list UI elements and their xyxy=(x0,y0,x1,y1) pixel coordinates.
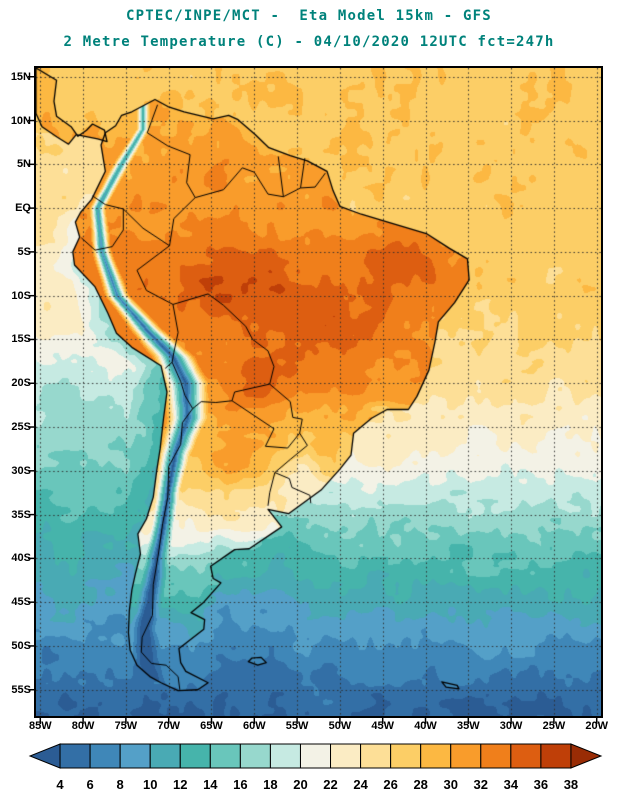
colorbar-tick-label: 12 xyxy=(173,777,187,792)
colorbar-segment xyxy=(330,743,362,769)
colorbar-segment xyxy=(28,743,61,769)
lat-tick-label: 30S xyxy=(11,464,31,477)
colorbar-tick-label: 32 xyxy=(474,777,488,792)
colorbar-segment xyxy=(269,743,301,769)
lon-tick-label: 75W xyxy=(114,720,138,732)
lon-tick-label: 30W xyxy=(499,720,523,732)
lon-tick-label: 25W xyxy=(542,720,566,732)
lat-tick-label: 40S xyxy=(11,552,31,565)
lat-tick-label: EQ xyxy=(15,202,31,215)
lat-tick-label: 10S xyxy=(11,289,31,302)
map-frame xyxy=(34,66,603,718)
page-subtitle: 2 Metre Temperature (C) - 04/10/2020 12U… xyxy=(63,34,555,50)
lat-tick-label: 50S xyxy=(11,639,31,652)
colorbar-tick-label: 4 xyxy=(56,777,64,792)
colorbar-segment xyxy=(179,743,211,769)
colorbar-tick-label: 28 xyxy=(413,777,427,792)
lat-tick-label: 5N xyxy=(16,158,31,171)
lon-tick-label: 65W xyxy=(200,720,223,732)
colorbar-tick-label: 20 xyxy=(293,777,307,792)
lat-tick-label: 5S xyxy=(17,245,31,258)
lon-tick-label: 35W xyxy=(456,720,480,732)
lon-tick-label: 20W xyxy=(585,720,609,732)
colorbar-segment xyxy=(420,743,452,769)
lat-tick-label: 15N xyxy=(10,70,31,83)
colorbar-segment xyxy=(540,743,572,769)
colorbar-tick-label: 34 xyxy=(504,777,519,792)
lon-tick-label: 70W xyxy=(157,720,180,732)
colorbar-tick-label: 6 xyxy=(86,777,93,792)
colorbar-tick-label: 18 xyxy=(263,777,277,792)
lon-tick-label: 55W xyxy=(285,720,309,732)
colorbar-segment xyxy=(299,743,332,769)
colorbar-tick-label: 14 xyxy=(203,777,218,792)
colorbar-segment xyxy=(209,743,241,769)
colorbar-segment xyxy=(570,743,603,769)
page-title: CPTEC/INPE/MCT - Eta Model 15km - GFS xyxy=(126,8,492,24)
colorbar-tick-label: 38 xyxy=(564,777,578,792)
colorbar-tick-label: 36 xyxy=(534,777,548,792)
colorbar-segment xyxy=(360,743,392,769)
lat-tick-label: 10N xyxy=(10,114,31,127)
colorbar-segment xyxy=(480,743,512,769)
lon-tick-label: 60W xyxy=(242,720,266,732)
colorbar-segment xyxy=(390,743,422,769)
lon-tick-label: 80W xyxy=(71,720,95,732)
colorbar-tick-label: 24 xyxy=(353,777,368,792)
lon-tick-label: 85W xyxy=(28,720,52,732)
colorbar-tick-label: 26 xyxy=(383,777,397,792)
colorbar-segment xyxy=(59,743,91,769)
colorbar-segment xyxy=(239,743,271,769)
colorbar-tick-label: 16 xyxy=(233,777,247,792)
lon-tick-label: 50W xyxy=(328,720,352,732)
colorbar-tick-label: 8 xyxy=(117,777,124,792)
temperature-map-canvas xyxy=(36,68,601,716)
lat-tick-label: 25S xyxy=(11,421,31,434)
lat-tick-label: 35S xyxy=(11,508,31,521)
lat-tick-label: 15S xyxy=(11,333,31,346)
lon-tick-label: 45W xyxy=(371,720,395,732)
temperature-colorbar: 4 6 8 10 12 14 16 18 20 22 24 26 28 30 32 34 36 38 xyxy=(28,743,603,792)
lat-tick-label: 45S xyxy=(11,596,31,609)
colorbar-segment xyxy=(450,743,482,769)
lat-tick-label: 55S xyxy=(11,683,31,696)
colorbar-segment xyxy=(149,743,181,769)
colorbar-tick-label: 30 xyxy=(444,777,458,792)
colorbar-segment xyxy=(89,743,121,769)
lon-tick-label: 40W xyxy=(414,720,437,732)
colorbar-tick-label: 22 xyxy=(323,777,337,792)
colorbar-segment xyxy=(119,743,151,769)
lat-tick-label: 20S xyxy=(11,377,31,390)
colorbar-segment xyxy=(510,743,542,769)
colorbar-tick-label: 10 xyxy=(143,777,157,792)
